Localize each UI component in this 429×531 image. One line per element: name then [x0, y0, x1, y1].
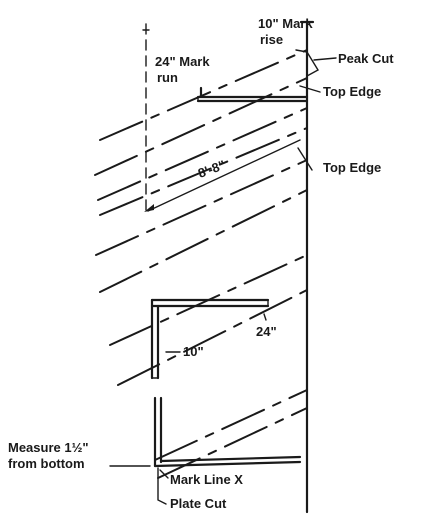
length-dimension-line	[147, 139, 301, 212]
mark-line-leader	[159, 469, 169, 479]
rafter-stripe	[95, 159, 308, 256]
peak-cut-label: Peak Cut	[338, 51, 394, 66]
mark-line-x-label: Mark Line X	[170, 472, 243, 487]
rafter-stripe	[154, 389, 308, 461]
ten-mark-label: 10" Mark	[258, 16, 313, 31]
twentyfour-label: 24"	[256, 324, 277, 339]
rafter-stripe	[117, 289, 308, 386]
measure-from-bottom-label: from bottom	[8, 456, 85, 471]
rafter-stripe	[99, 189, 308, 293]
plate-cut-leader	[157, 467, 167, 505]
peak-cut-mark	[306, 51, 319, 77]
ten-label: 10"	[183, 344, 204, 359]
twentyfour-pointer	[263, 313, 267, 321]
top-edge-leader-upper	[299, 85, 321, 93]
top-edge-label-lower: Top Edge	[323, 160, 381, 175]
length-arrowhead	[144, 204, 154, 212]
mark-line-x-inner	[159, 455, 302, 463]
rafter-stripe	[157, 407, 308, 479]
plate-cut-label: Plate Cut	[170, 496, 227, 511]
rafter-stripe	[99, 127, 308, 216]
ten-mark-pointer	[295, 49, 308, 53]
top-edge-label-upper: Top Edge	[323, 84, 381, 99]
run-label: run	[157, 70, 178, 85]
rafter-stripe	[97, 107, 308, 201]
length-dimension-label: 8'-8"	[196, 157, 227, 181]
rafter-stripe	[99, 49, 308, 141]
mark-line-x	[153, 460, 302, 468]
rise-label: rise	[260, 32, 283, 47]
rafter-stripe	[94, 77, 308, 176]
peak-cut-leader	[313, 57, 337, 61]
measure-label: Measure 1½"	[8, 440, 89, 455]
top-edge-leader-lower	[297, 147, 313, 171]
twentyfour-mark-label: 24" Mark	[155, 54, 210, 69]
